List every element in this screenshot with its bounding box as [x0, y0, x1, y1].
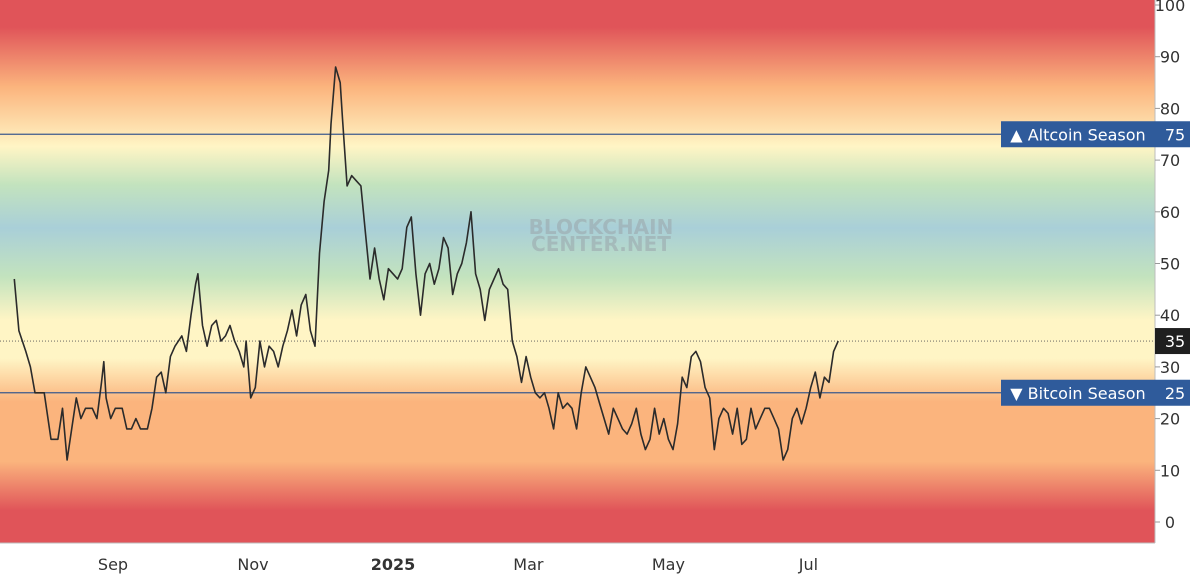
- y-axis-panel: [1155, 0, 1200, 543]
- x-tick-label: 2025: [371, 555, 416, 574]
- bitcoin-season-label: ▼ Bitcoin Season: [1010, 384, 1145, 403]
- altcoin-value-label: 75: [1165, 125, 1185, 144]
- altcoin-season-label-box: [1001, 121, 1155, 148]
- altcoin-season-label: ▲ Altcoin Season: [1010, 125, 1145, 144]
- current-value-box: [1155, 328, 1190, 355]
- y-tick-label: 20: [1160, 410, 1180, 429]
- altcoin-index-line: [13, 66, 839, 461]
- y-tick-label: 60: [1160, 203, 1180, 222]
- reference-lines: [0, 133, 1155, 394]
- y-tick-label: 40: [1160, 306, 1180, 325]
- rainbow-background: [0, 0, 1155, 543]
- bitcoin-value-label: 25: [1165, 384, 1185, 403]
- bitcoin-season-label-box: [1001, 379, 1155, 406]
- x-axis-panel: [0, 543, 1200, 581]
- y-tick-label: 100: [1155, 0, 1186, 15]
- watermark: BLOCKCHAIN CENTER.NET: [529, 215, 674, 256]
- altcoin-value-box: [1155, 121, 1190, 148]
- y-tick-label: 10: [1160, 461, 1180, 480]
- y-tick-label: 70: [1160, 151, 1180, 170]
- current-value-label: 35: [1165, 332, 1185, 351]
- watermark-line-1: BLOCKCHAIN: [529, 215, 674, 239]
- y-tick-label: 50: [1160, 255, 1180, 274]
- y-tick-label: 30: [1160, 358, 1180, 377]
- x-axis-ticks: Sep Nov 2025 Mar May Jul: [98, 555, 818, 574]
- y-axis-ticks: 0 10 20 30 40 50 60 70 80 90 100: [1155, 0, 1186, 532]
- x-tick-label: May: [652, 555, 685, 574]
- bitcoin-value-box: [1155, 379, 1190, 406]
- x-tick-label: Sep: [98, 555, 128, 574]
- x-tick-label: Mar: [513, 555, 544, 574]
- y-tick-label: 90: [1160, 48, 1180, 67]
- reference-labels: ▲ Altcoin Season 75 ▼ Bitcoin Season 25: [1001, 121, 1190, 406]
- current-value-marker: 35: [1155, 328, 1190, 355]
- x-tick-label: Nov: [237, 555, 268, 574]
- x-tick-label: Jul: [798, 555, 818, 574]
- y-tick-label: 0: [1165, 513, 1175, 532]
- watermark-line-2: CENTER.NET: [531, 232, 671, 256]
- y-tick-label: 80: [1160, 99, 1180, 118]
